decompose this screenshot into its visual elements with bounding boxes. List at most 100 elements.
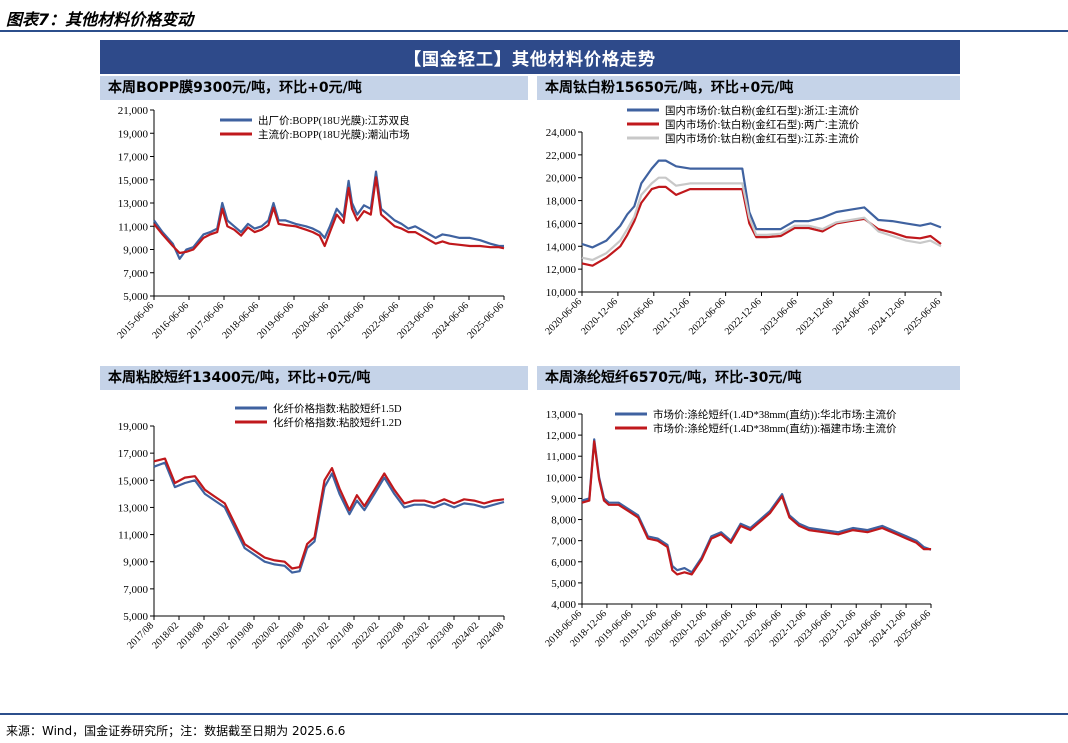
- y-tick-label: 16,000: [546, 218, 577, 230]
- y-tick-label: 19,000: [118, 421, 149, 433]
- y-tick-label: 17,000: [118, 152, 149, 164]
- x-tick-label: 2016-06-06: [150, 300, 191, 341]
- legend-label-0: 出厂价:BOPP(18U光膜):江苏双良: [258, 114, 410, 127]
- x-tick-label: 2015-06-06: [115, 300, 156, 341]
- y-tick-label: 9,000: [551, 493, 576, 505]
- legend-label-2: 国内市场价:钛白粉(金红石型):江苏:主流价: [665, 132, 860, 145]
- y-tick-label: 13,000: [546, 409, 577, 421]
- y-tick-label: 5,000: [123, 291, 148, 303]
- y-tick-label: 11,000: [118, 221, 148, 233]
- y-tick-label: 17,000: [118, 448, 149, 460]
- x-tick-label: 2019/02: [200, 620, 231, 651]
- banner-title: 【国金轻工】其他材料价格走势: [100, 40, 960, 74]
- x-tick-label: 2021/02: [300, 620, 331, 651]
- y-tick-label: 15,000: [118, 175, 149, 187]
- y-tick-label: 24,000: [546, 127, 577, 139]
- legend-label-1: 主流价:BOPP(18U光膜):潮汕市场: [258, 128, 410, 141]
- y-tick-label: 22,000: [546, 150, 577, 162]
- source-note: 来源：Wind，国金证券研究所；注：数据截至日期为 2025.6.6: [6, 724, 346, 738]
- x-tick-label: 2017-06-06: [185, 300, 226, 341]
- y-tick-label: 13,000: [118, 502, 149, 514]
- panel-header-titanium: 本周钛白粉15650元/吨，环比+0元/吨: [537, 76, 960, 100]
- x-tick-label: 2020/08: [275, 620, 306, 651]
- x-tick-label: 2025-06-06: [902, 296, 943, 337]
- legend-label-1: 国内市场价:钛白粉(金红石型):两广:主流价: [665, 118, 860, 131]
- y-tick-label: 12,000: [546, 430, 577, 442]
- y-tick-label: 18,000: [546, 196, 577, 208]
- y-tick-label: 20,000: [546, 173, 577, 185]
- y-tick-label: 7,000: [123, 584, 148, 596]
- y-tick-label: 7,000: [551, 536, 576, 548]
- x-tick-label: 2025-06-06: [465, 300, 506, 341]
- x-tick-label: 2024-12-06: [866, 296, 907, 337]
- top-rule: [0, 30, 1068, 32]
- y-tick-label: 10,000: [546, 472, 577, 484]
- panel-header-polyester: 本周涤纶短纤6570元/吨，环比-30元/吨: [537, 366, 960, 390]
- x-tick-label: 2020-06-06: [290, 300, 331, 341]
- y-tick-label: 5,000: [123, 611, 148, 623]
- x-tick-label: 2023-12-06: [795, 296, 836, 337]
- series-line-1: [581, 185, 942, 267]
- series-line-1: [153, 176, 505, 255]
- x-tick-label: 2021-06-06: [325, 300, 366, 341]
- y-tick-label: 13,000: [118, 198, 149, 210]
- y-tick-label: 11,000: [118, 530, 148, 542]
- y-tick-label: 9,000: [123, 557, 148, 569]
- y-tick-label: 21,000: [118, 105, 149, 117]
- y-tick-label: 10,000: [546, 287, 577, 299]
- x-tick-label: 2018-06-06: [220, 300, 261, 341]
- series-line-1: [153, 457, 505, 570]
- x-tick-label: 2019-06-06: [255, 300, 296, 341]
- series-line-2: [581, 176, 942, 262]
- x-tick-label: 2022/08: [375, 620, 406, 651]
- y-tick-label: 11,000: [546, 451, 576, 463]
- panel-header-viscose: 本周粘胶短纤13400元/吨，环比+0元/吨: [100, 366, 528, 390]
- x-tick-label: 2023/08: [425, 620, 456, 651]
- chart-polyester: 4,000 5,000 6,000 7,000 8,000 9,000 10,000 11,0…: [537, 390, 960, 676]
- x-tick-label: 2022-12-06: [723, 296, 764, 337]
- x-tick-label: 2021-06-06: [615, 296, 656, 337]
- series-line-0: [581, 159, 942, 249]
- y-tick-label: 15,000: [118, 475, 149, 487]
- bottom-rule: [0, 713, 1068, 715]
- y-tick-label: 7,000: [123, 268, 148, 280]
- x-tick-label: 2019/08: [225, 620, 256, 651]
- chart-titanium: 10,000 12,000 14,000 16,000 18,000 20,000 22,0…: [537, 100, 960, 362]
- x-tick-label: 2023-06-06: [759, 296, 800, 337]
- chart-bopp: 5,000 7,000 9,000 11,000 13,000 15,000 17,000 1…: [100, 100, 528, 362]
- series-line-1: [581, 440, 931, 576]
- legend-label-0: 市场价:涤纶短纤(1.4D*38mm(直纺)):华北市场:主流价: [653, 408, 897, 421]
- x-tick-label: 2024/02: [450, 620, 481, 651]
- y-tick-label: 5,000: [551, 578, 576, 590]
- x-tick-label: 2018/08: [175, 620, 206, 651]
- y-tick-label: 14,000: [546, 241, 577, 253]
- x-tick-label: 2017/08: [125, 620, 156, 651]
- x-tick-label: 2024/08: [475, 620, 506, 651]
- legend-label-1: 市场价:涤纶短纤(1.4D*38mm(直纺)):福建市场:主流价: [653, 422, 897, 435]
- legend-label-0: 国内市场价:钛白粉(金红石型):浙江:主流价: [665, 104, 860, 117]
- x-tick-label: 2020/02: [250, 620, 281, 651]
- y-tick-label: 12,000: [546, 264, 577, 276]
- series-line-0: [153, 461, 505, 574]
- x-tick-label: 2022/02: [350, 620, 381, 651]
- x-tick-label: 2020-06-06: [543, 296, 584, 337]
- x-tick-label: 2021-12-06: [651, 296, 692, 337]
- x-tick-label: 2024-06-06: [831, 296, 872, 337]
- series-line-0: [581, 438, 932, 574]
- figure-title: 图表7：其他材料价格变动: [6, 10, 194, 29]
- chart-viscose: 5,000 7,000 9,000 11,000 13,000 15,000 17,000 1…: [100, 390, 528, 676]
- x-tick-label: 2020-12-06: [579, 296, 620, 337]
- y-tick-label: 4,000: [551, 599, 576, 611]
- series-line-0: [153, 170, 504, 260]
- x-tick-label: 2023-06-06: [395, 300, 436, 341]
- x-tick-label: 2023/02: [400, 620, 431, 651]
- panel-header-bopp: 本周BOPP膜9300元/吨，环比+0元/吨: [100, 76, 528, 100]
- y-tick-label: 6,000: [551, 557, 576, 569]
- x-tick-label: 2022-06-06: [360, 300, 401, 341]
- y-tick-label: 8,000: [551, 515, 576, 527]
- x-tick-label: 2022-06-06: [687, 296, 728, 337]
- y-tick-label: 19,000: [118, 128, 149, 140]
- legend-label-0: 化纤价格指数:粘胶短纤1.5D: [273, 402, 402, 415]
- x-tick-label: 2018/02: [150, 620, 181, 651]
- x-tick-label: 2024-06-06: [430, 300, 471, 341]
